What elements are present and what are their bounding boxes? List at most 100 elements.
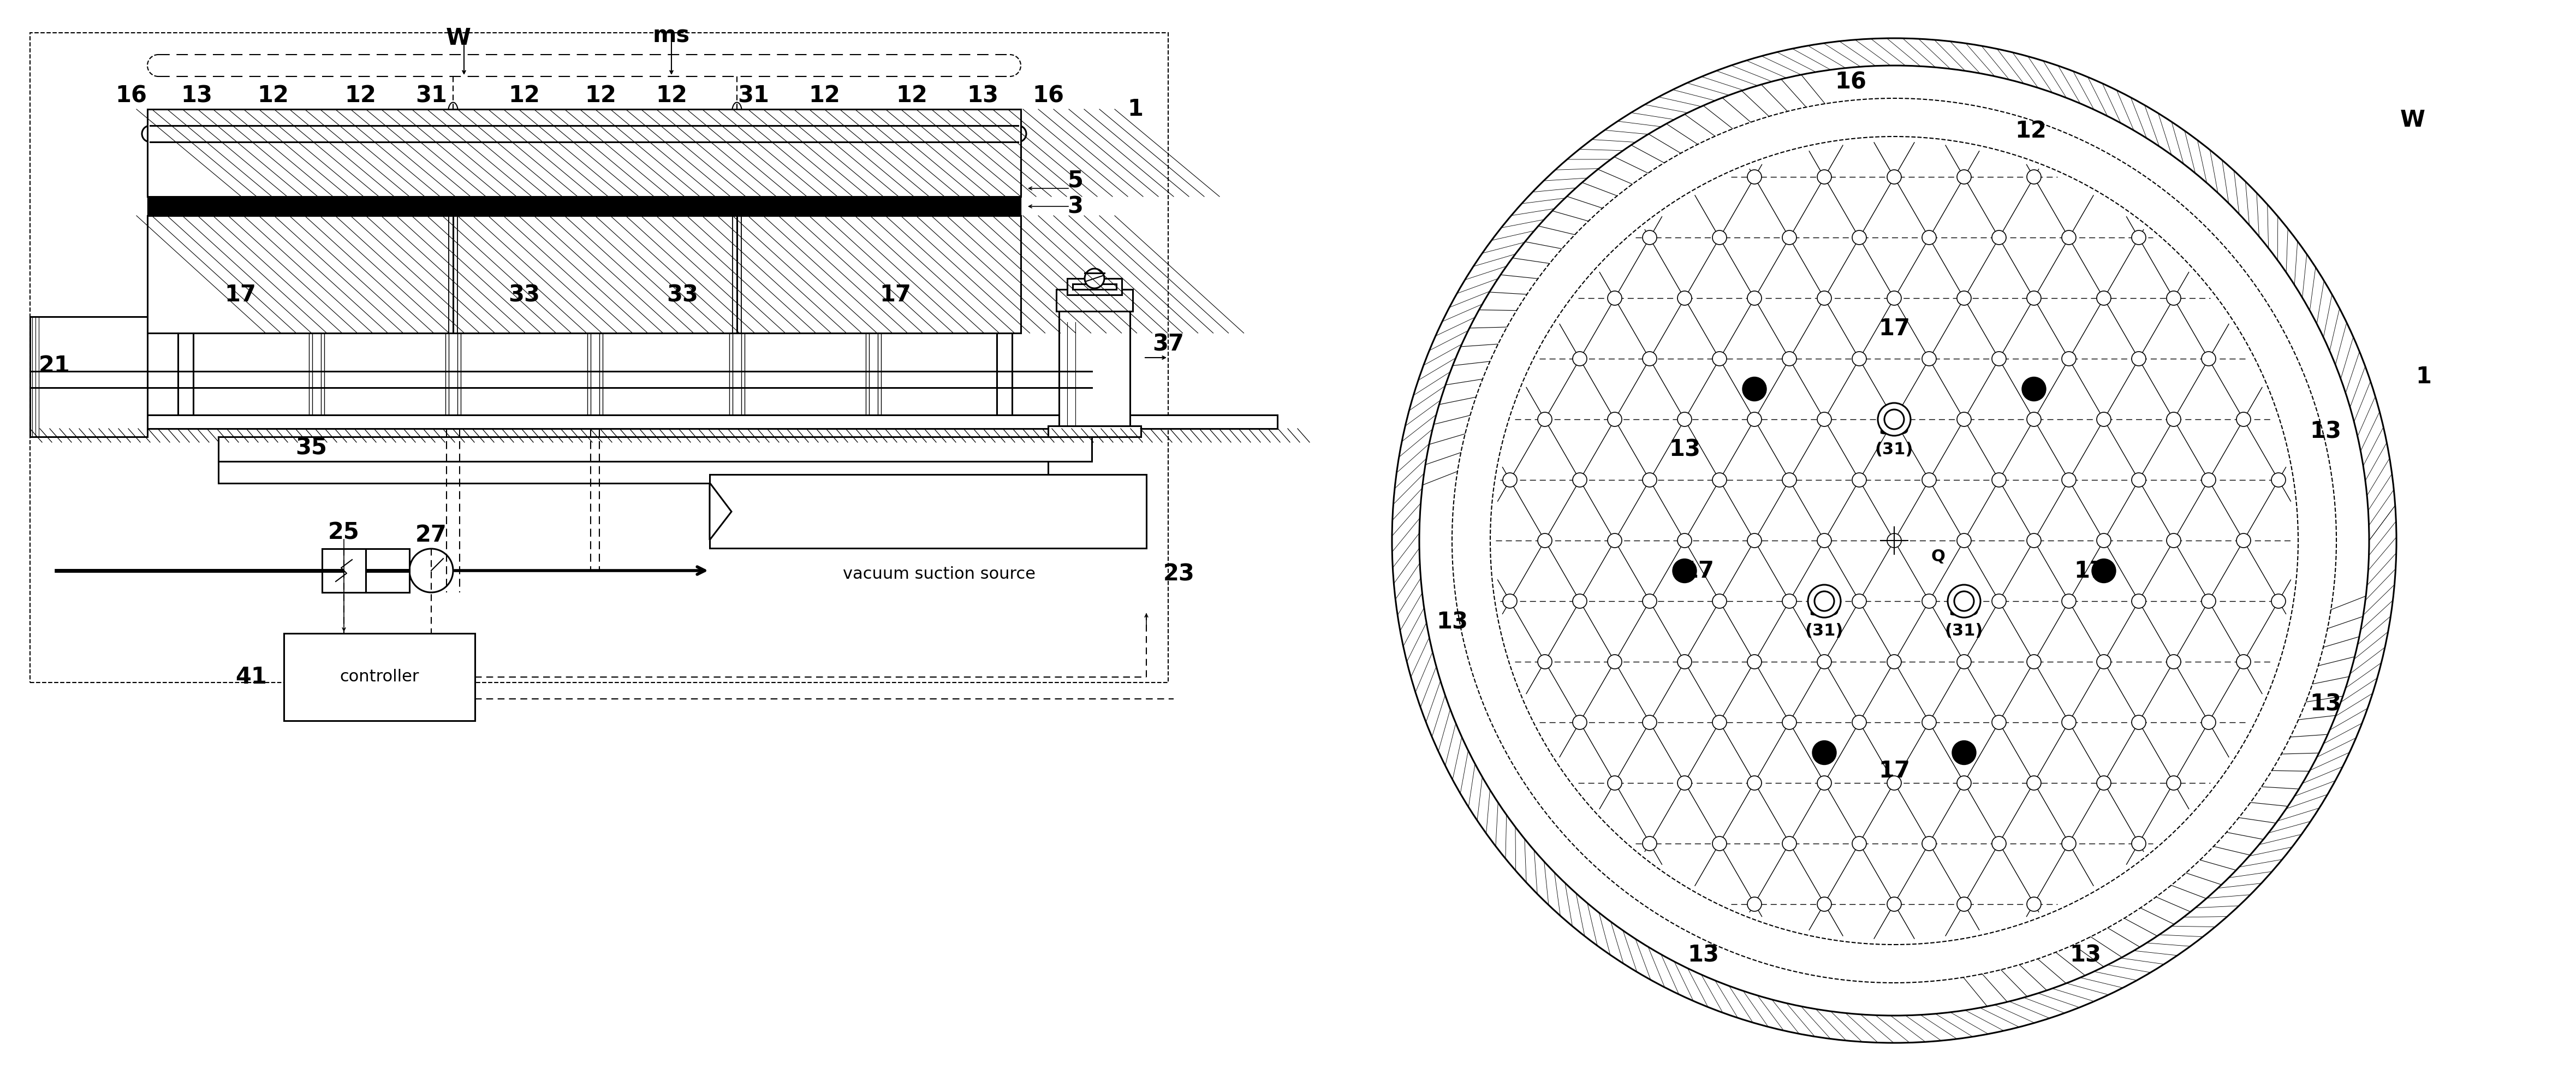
Circle shape [1643, 836, 1656, 850]
Circle shape [2061, 594, 2076, 608]
Circle shape [1643, 716, 1656, 730]
Circle shape [1816, 169, 1832, 184]
Circle shape [2027, 169, 2040, 184]
Circle shape [1607, 291, 1623, 305]
Circle shape [1677, 291, 1692, 305]
Circle shape [1747, 169, 1762, 184]
Circle shape [1502, 472, 1517, 487]
Text: 17: 17 [1878, 317, 1909, 340]
Text: W: W [446, 27, 471, 50]
Circle shape [1574, 716, 1587, 730]
Circle shape [1607, 413, 1623, 427]
Circle shape [2027, 655, 2040, 669]
Text: W: W [2401, 109, 2424, 131]
Text: 1: 1 [1128, 98, 1144, 121]
Circle shape [2061, 716, 2076, 730]
Circle shape [1814, 591, 1834, 611]
Circle shape [1922, 836, 1937, 850]
Circle shape [1922, 352, 1937, 366]
Circle shape [2097, 413, 2110, 427]
Circle shape [1852, 230, 1868, 244]
Text: controller: controller [340, 669, 420, 685]
Circle shape [1991, 836, 2007, 850]
Text: 17: 17 [878, 283, 912, 306]
Circle shape [2236, 413, 2251, 427]
Circle shape [1816, 291, 1832, 305]
Text: 13: 13 [2069, 944, 2102, 967]
Circle shape [2092, 559, 2115, 583]
Bar [322, 548, 366, 593]
Circle shape [1747, 413, 1762, 427]
Circle shape [1888, 655, 1901, 669]
Circle shape [1852, 352, 1868, 366]
Circle shape [1816, 533, 1832, 547]
Bar [1072, 283, 1115, 289]
Text: 13: 13 [1687, 944, 1718, 967]
Circle shape [1677, 413, 1692, 427]
Text: 25: 25 [327, 521, 361, 544]
Text: 33: 33 [1878, 416, 1909, 439]
Text: 16: 16 [116, 84, 147, 108]
Circle shape [2027, 291, 2040, 305]
Bar [1059, 289, 1131, 426]
Text: 21: 21 [39, 354, 70, 377]
Circle shape [1538, 533, 1551, 547]
Circle shape [1607, 655, 1623, 669]
Circle shape [2202, 716, 2215, 730]
Text: 12: 12 [507, 84, 541, 108]
Circle shape [1922, 230, 1937, 244]
Text: 12: 12 [809, 84, 840, 108]
Text: 41: 41 [234, 666, 268, 689]
Circle shape [1783, 230, 1795, 244]
Circle shape [1816, 655, 1832, 669]
Circle shape [2133, 594, 2146, 608]
Text: 17: 17 [1878, 759, 1909, 782]
Polygon shape [708, 475, 1146, 548]
Circle shape [1607, 775, 1623, 791]
Circle shape [1391, 38, 2396, 1043]
Circle shape [1991, 594, 2007, 608]
Circle shape [1816, 897, 1832, 911]
Circle shape [1814, 741, 1837, 765]
Text: 3: 3 [1066, 194, 1084, 218]
Circle shape [1643, 352, 1656, 366]
Circle shape [1888, 291, 1901, 305]
Text: 12: 12 [345, 84, 376, 108]
Circle shape [1991, 716, 2007, 730]
Circle shape [1747, 897, 1762, 911]
Bar [366, 548, 410, 593]
Circle shape [1958, 775, 1971, 791]
Circle shape [2202, 472, 2215, 487]
Circle shape [1888, 533, 1901, 547]
Circle shape [1713, 230, 1726, 244]
Text: 12: 12 [585, 84, 616, 108]
Bar [147, 216, 1020, 333]
Text: 5: 5 [1066, 168, 1084, 191]
Circle shape [2272, 594, 2285, 608]
Circle shape [1888, 775, 1901, 791]
Text: 12: 12 [896, 84, 927, 108]
Circle shape [2133, 230, 2146, 244]
Circle shape [1922, 472, 1937, 487]
Circle shape [2272, 472, 2285, 487]
Circle shape [1713, 594, 1726, 608]
Bar [31, 317, 147, 437]
Circle shape [1538, 413, 1551, 427]
Circle shape [1852, 472, 1868, 487]
Circle shape [2027, 533, 2040, 547]
Circle shape [1672, 559, 1698, 583]
Circle shape [2027, 897, 2040, 911]
Circle shape [1713, 836, 1726, 850]
Circle shape [1677, 655, 1692, 669]
Circle shape [1991, 472, 2007, 487]
Text: 33: 33 [1808, 598, 1839, 621]
Text: 12: 12 [657, 84, 688, 108]
Text: Q: Q [1932, 550, 1945, 565]
Circle shape [1747, 533, 1762, 547]
Circle shape [2133, 472, 2146, 487]
Bar [31, 415, 1278, 429]
Circle shape [1958, 291, 1971, 305]
Circle shape [1852, 594, 1868, 608]
Text: 13: 13 [966, 84, 999, 108]
Circle shape [1888, 897, 1901, 911]
